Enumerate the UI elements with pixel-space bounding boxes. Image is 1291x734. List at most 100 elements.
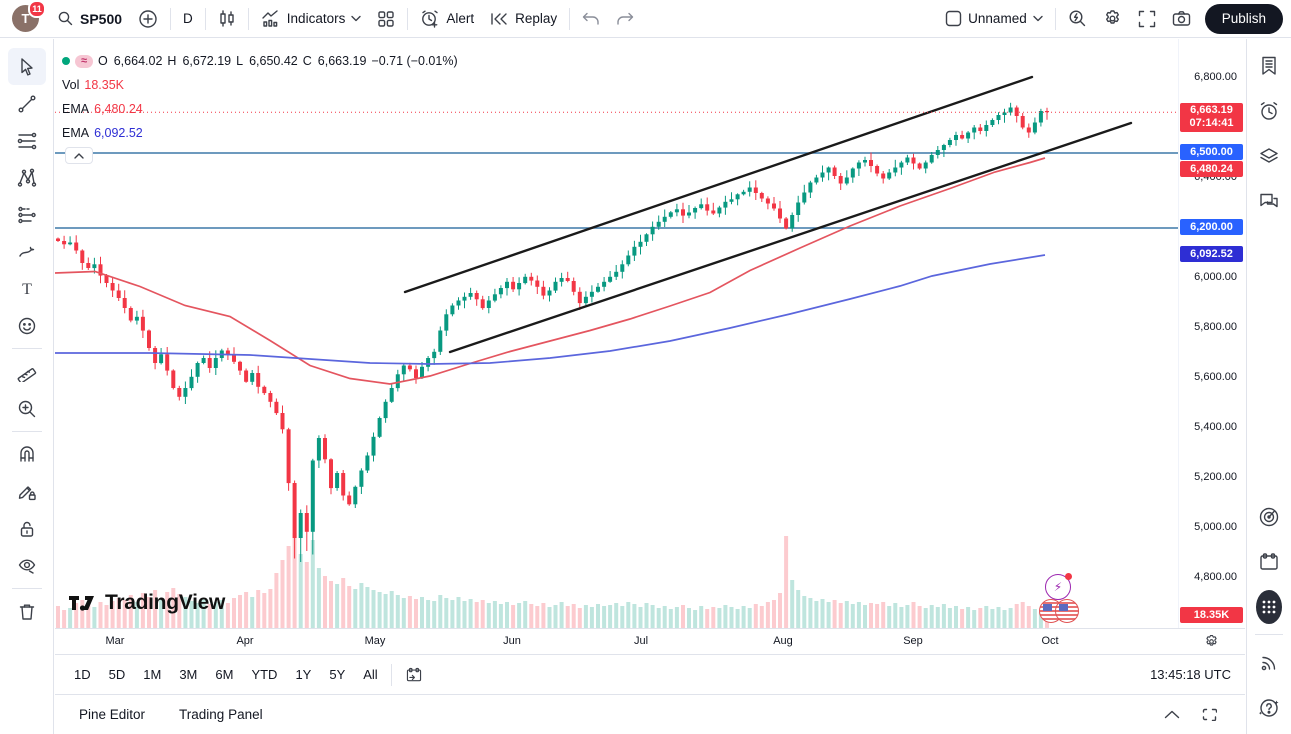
open-value: 6,664.02: [113, 54, 163, 68]
volume-badge[interactable]: 18.35K: [1180, 607, 1243, 623]
symbol-search-button[interactable]: SP500: [49, 4, 130, 34]
legend-volume-row[interactable]: Vol 18.35K: [62, 73, 458, 97]
top-toolbar-left: T 11 SP500 D Indicators: [8, 0, 642, 34]
quick-search-button[interactable]: [1060, 4, 1095, 34]
screenshot-button[interactable]: [1164, 4, 1199, 34]
interval-button[interactable]: D: [175, 4, 201, 34]
fullscreen-button[interactable]: [1130, 4, 1164, 34]
svg-text:T: T: [22, 281, 32, 298]
chart-style-button[interactable]: [210, 4, 244, 34]
toolbar-separator: [170, 7, 172, 30]
tool-cursor[interactable]: [7, 48, 46, 85]
watchlist-button[interactable]: [1250, 43, 1288, 88]
alerts-panel-button[interactable]: [1250, 88, 1288, 133]
range-5y[interactable]: 5Y: [320, 662, 354, 687]
ema2-label: EMA: [62, 126, 90, 140]
goto-date-button[interactable]: [396, 661, 432, 689]
tradingview-logo-icon: [69, 596, 94, 611]
calendar-button[interactable]: [1250, 539, 1288, 584]
tool-emoji[interactable]: [8, 307, 46, 344]
utc-clock[interactable]: 13:45:18 UTC: [1150, 667, 1231, 682]
low-value: 6,650.42: [249, 54, 298, 68]
drawing-toolbar: T: [0, 39, 54, 734]
range-all[interactable]: All: [354, 662, 386, 687]
indicators-button[interactable]: Indicators: [253, 4, 370, 34]
tool-zoom-in[interactable]: [8, 390, 46, 427]
us-flag-event-icon[interactable]: [1055, 599, 1079, 623]
tool-lock-all[interactable]: [8, 510, 46, 547]
time-tick-label: Sep: [903, 635, 923, 647]
interval-label: D: [183, 11, 193, 26]
pencil-lock-icon: [18, 485, 36, 500]
chevron-down-icon: [351, 15, 362, 22]
replay-button[interactable]: Replay: [482, 4, 565, 34]
tool-remove-objects[interactable]: [8, 593, 46, 630]
axis-settings-gear[interactable]: [1204, 634, 1219, 649]
object-tree-button[interactable]: [1250, 133, 1288, 178]
range-1m[interactable]: 1M: [134, 662, 170, 687]
screener-radar-button[interactable]: [1250, 494, 1288, 539]
add-symbol-button[interactable]: [130, 4, 166, 34]
layout-select-button[interactable]: Unnamed: [937, 4, 1051, 34]
volume-label: Vol: [62, 78, 80, 92]
range-1d[interactable]: 1D: [65, 662, 100, 687]
legend-ema2-row[interactable]: EMA 6,092.52: [62, 121, 458, 145]
publish-button[interactable]: Publish: [1204, 3, 1283, 34]
user-avatar[interactable]: T 11: [12, 0, 46, 32]
alert-button[interactable]: Alert: [412, 4, 482, 34]
range-1y[interactable]: 1Y: [286, 662, 320, 687]
price-tick-label: 6,800.00: [1194, 71, 1237, 83]
tool-xabcd-pattern[interactable]: [8, 159, 46, 196]
tab-trading-panel[interactable]: Trading Panel: [169, 701, 273, 728]
time-axis[interactable]: Mar Apr May Jun Jul Aug Sep Oct: [55, 628, 1245, 655]
sidebar-divider: [1255, 634, 1283, 635]
price-chart[interactable]: [55, 39, 1178, 628]
tool-stay-drawing-mode[interactable]: [8, 473, 46, 510]
range-6m[interactable]: 6M: [206, 662, 242, 687]
tool-fib-retracement[interactable]: [8, 122, 46, 159]
help-button[interactable]: [1250, 685, 1288, 730]
tool-brush[interactable]: [8, 233, 46, 270]
tool-magnet[interactable]: [8, 436, 46, 473]
toolbar-divider: [11, 588, 42, 589]
earnings-event-icon[interactable]: ⚡: [1045, 574, 1071, 600]
price-axis[interactable]: 6,663.19 07:14:41 6,500.00 6,480.24 6,20…: [1178, 39, 1246, 628]
watchlist-icon: [1262, 56, 1276, 75]
last-price-badge[interactable]: 6,663.19 07:14:41: [1180, 103, 1243, 132]
tab-pine-editor[interactable]: Pine Editor: [69, 701, 155, 728]
cursor-icon: [20, 57, 33, 76]
ema1-price-badge[interactable]: 6,480.24: [1180, 161, 1243, 177]
multichart-layout-button[interactable]: [369, 4, 403, 34]
undo-button[interactable]: [574, 4, 608, 34]
tool-text[interactable]: T: [8, 270, 46, 307]
tool-measure[interactable]: [8, 353, 46, 390]
price-tick-label: 5,800.00: [1194, 321, 1237, 333]
redo-button[interactable]: [608, 4, 642, 34]
time-tick-label: Jul: [633, 635, 649, 647]
streams-button[interactable]: [1250, 640, 1288, 685]
panel-maximize-icon[interactable]: [1202, 708, 1217, 721]
legend-ema1-row[interactable]: EMA 6,480.24: [62, 97, 458, 121]
tradingview-watermark: TradingView: [68, 591, 225, 615]
time-tick-label: Aug: [773, 635, 793, 647]
delayed-data-badge[interactable]: ≈: [75, 54, 93, 68]
range-ytd[interactable]: YTD: [242, 662, 286, 687]
panel-expand-chevron-icon[interactable]: [1164, 710, 1180, 719]
hline-price-badge[interactable]: 6,200.00: [1180, 219, 1243, 235]
chart-area: ≈ O 6,664.02 H 6,672.19 L 6,650.42 C 6,663.1…: [55, 39, 1245, 734]
legend-ohlc-row[interactable]: ≈ O 6,664.02 H 6,672.19 L 6,650.42 C 6,663.1…: [62, 49, 458, 73]
settings-button[interactable]: [1095, 4, 1130, 34]
chat-button[interactable]: [1250, 178, 1288, 223]
hline-price-badge[interactable]: 6,500.00: [1180, 144, 1243, 160]
legend-collapse-button[interactable]: [65, 147, 93, 164]
tool-trend-line[interactable]: [8, 85, 46, 122]
range-5d[interactable]: 5D: [100, 662, 135, 687]
tool-hide-all[interactable]: [8, 547, 46, 584]
time-tick-label: Jun: [503, 635, 521, 647]
apps-menu-button[interactable]: [1250, 584, 1288, 629]
range-3m[interactable]: 3M: [170, 662, 206, 687]
chat-icon: [1260, 193, 1278, 207]
tool-prediction[interactable]: [8, 196, 46, 233]
ema2-price-badge[interactable]: 6,092.52: [1180, 246, 1243, 262]
